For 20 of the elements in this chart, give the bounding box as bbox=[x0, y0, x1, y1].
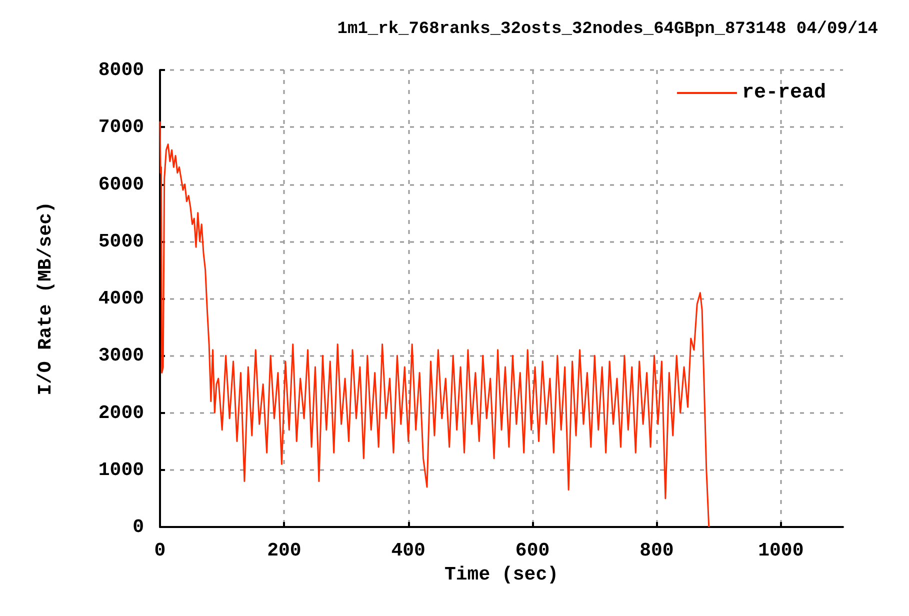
y-tick-label: 8000 bbox=[98, 59, 144, 81]
y-tick-label: 4000 bbox=[98, 288, 144, 310]
x-tick-label: 600 bbox=[515, 540, 550, 562]
line-series bbox=[159, 120, 710, 528]
y-tick-label: 5000 bbox=[98, 230, 144, 252]
x-tick-label: 1000 bbox=[758, 540, 804, 562]
y-axis-title: I/O Rate (MB/sec) bbox=[34, 202, 56, 396]
legend-label: re-read bbox=[742, 82, 826, 104]
x-tick-label: 400 bbox=[391, 540, 426, 562]
x-tick-label: 0 bbox=[154, 540, 166, 562]
y-tick-label: 3000 bbox=[98, 344, 144, 367]
x-tick-label: 200 bbox=[267, 540, 302, 562]
x-tick-label: 800 bbox=[640, 540, 674, 562]
y-tick-label: 2000 bbox=[98, 402, 144, 424]
x-axis-title: Time (sec) bbox=[444, 563, 559, 586]
y-tick-label: 1000 bbox=[98, 458, 144, 481]
y-tick-label: 0 bbox=[132, 516, 144, 538]
chart-title: 1m1_rk_768ranks_32osts_32nodes_64GBpn_873148 04/09/14 bbox=[337, 20, 878, 39]
y-tick-label: 7000 bbox=[98, 116, 144, 138]
y-tick-label: 6000 bbox=[98, 173, 144, 196]
